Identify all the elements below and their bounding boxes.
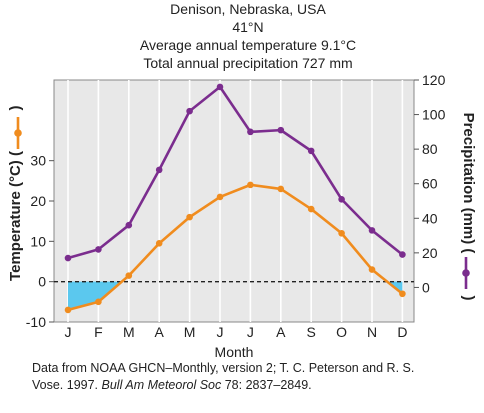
month-label: A [276, 324, 286, 340]
temperature-point-0 [64, 306, 72, 314]
month-label: J [65, 324, 72, 340]
source-line-1: Data from NOAA GHCN–Monthly, version 2; … [32, 361, 415, 375]
left-tick-label: 30 [30, 153, 46, 169]
left-tick-label: 10 [30, 233, 46, 249]
temperature-point-9 [338, 229, 345, 237]
temperature-point-8 [307, 205, 315, 213]
right-axis: 0 20 40 60 80 100 120 [414, 72, 446, 295]
temperature-series [64, 181, 406, 314]
temperature-point-11 [399, 290, 406, 298]
right-tick-label: 20 [422, 245, 438, 261]
temperature-legend-paren: ) [7, 106, 24, 111]
precipitation-point-4 [186, 107, 193, 115]
right-tick-label: 120 [422, 72, 446, 88]
right-tick-label: 0 [422, 279, 430, 295]
source-text-a: Vose. 1997. [32, 378, 102, 392]
temperature-point-5 [216, 193, 224, 201]
month-label: M [184, 324, 196, 340]
average-temperature: Average annual temperature 9.1°C [139, 37, 357, 53]
temperature-point-1 [95, 298, 102, 306]
station-name: Denison, Nebraska, USA [170, 1, 326, 17]
total-precipitation: Total annual precipitation 727 mm [143, 55, 353, 71]
x-axis-label: Month [215, 344, 254, 360]
temperature-point-4 [186, 213, 193, 221]
precipitation-point-2 [125, 221, 133, 229]
right-tick-label: 60 [422, 176, 438, 192]
right-tick-label: 80 [422, 141, 438, 157]
precipitation-point-6 [247, 128, 254, 136]
temperature-point-10 [368, 266, 376, 273]
right-tick-label: 100 [422, 107, 446, 123]
left-axis: -10 0 10 20 30 [26, 153, 54, 330]
precipitation-axis-label: Precipitation (mm) ( [460, 113, 477, 254]
temperature-point-2 [125, 272, 133, 279]
month-label: M [123, 324, 135, 340]
month-label: A [155, 324, 165, 340]
precipitation-point-7 [277, 126, 285, 134]
precipitation-point-9 [338, 195, 345, 203]
month-label: J [217, 324, 224, 340]
month-label: N [367, 324, 377, 340]
temperature-point-3 [155, 240, 163, 247]
chart-header: Denison, Nebraska, USA 41°N Average annu… [118, 0, 378, 72]
month-label: S [307, 324, 316, 340]
precipitation-legend-marker [462, 269, 470, 277]
right-tick-label: 40 [422, 210, 438, 226]
source-journal: Bull Am Meteorol Soc [101, 378, 222, 392]
precipitation-point-10 [368, 227, 376, 234]
source-text-b: 78: 2837–2849. [221, 378, 312, 392]
precipitation-point-1 [95, 246, 102, 253]
precipitation-line [67, 85, 404, 260]
temperature-point-7 [277, 185, 285, 193]
temperature-axis-title: Temperature (°C) () [7, 106, 24, 281]
temperature-point-6 [247, 181, 254, 189]
source-line-2: Vose. 1997. Bull Am Meteorol Soc 78: 283… [32, 377, 462, 394]
precipitation-point-11 [399, 251, 406, 258]
freeze-fill [68, 281, 122, 310]
precipitation-point-8 [307, 147, 315, 155]
left-tick-label: -10 [26, 314, 46, 330]
precipitation-axis-title: Precipitation (mm) () [460, 113, 477, 301]
precipitation-point-3 [155, 166, 163, 174]
month-label: D [397, 324, 407, 340]
month-label: O [336, 324, 347, 340]
temperature-legend-marker [14, 129, 22, 137]
precipitation-legend-paren: ) [460, 296, 477, 301]
station-latitude: 41°N [232, 19, 264, 35]
month-label: F [94, 324, 103, 340]
left-tick-label: 20 [30, 193, 46, 209]
temperature-axis-label: Temperature (°C) ( [7, 151, 24, 281]
precipitation-point-0 [64, 254, 72, 262]
source-citation: Data from NOAA GHCN–Monthly, version 2; … [32, 360, 462, 394]
month-label: J [247, 324, 254, 340]
temperature-line [67, 183, 404, 312]
precipitation-point-5 [216, 83, 224, 91]
left-tick-label: 0 [38, 274, 46, 290]
precipitation-series [64, 83, 406, 262]
